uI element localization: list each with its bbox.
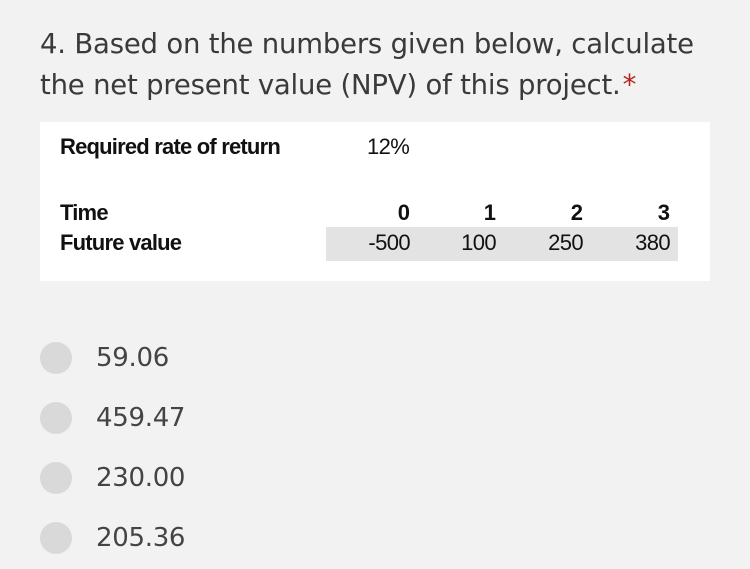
time-cell: 1 xyxy=(483,200,496,225)
answer-option[interactable]: 205.36 xyxy=(40,520,185,556)
future-value-cell: 380 xyxy=(635,230,671,255)
rate-label: Required rate of return xyxy=(60,134,281,159)
radio-button[interactable] xyxy=(40,522,72,554)
option-label[interactable]: 459.47 xyxy=(96,403,186,433)
rate-value: 12% xyxy=(367,134,410,159)
future-value-cell: -500 xyxy=(368,230,410,255)
answer-option[interactable]: 230.00 xyxy=(40,460,185,496)
radio-button[interactable] xyxy=(40,402,72,434)
answer-option[interactable]: 59.06 xyxy=(40,340,169,376)
option-label[interactable]: 59.06 xyxy=(96,343,169,373)
future-value-label: Future value xyxy=(60,230,182,255)
future-value-band xyxy=(326,227,678,261)
question-title: 4. Based on the numbers given below, cal… xyxy=(40,24,720,106)
time-cell: 3 xyxy=(657,200,670,225)
option-label[interactable]: 205.36 xyxy=(96,523,186,553)
future-value-cell: 100 xyxy=(461,230,497,255)
radio-button[interactable] xyxy=(40,462,72,494)
radio-button[interactable] xyxy=(40,342,72,374)
time-label: Time xyxy=(60,200,109,225)
npv-data-figure: Required rate of return 12% Time 0 1 2 3… xyxy=(40,122,710,281)
answer-option[interactable]: 459.47 xyxy=(40,400,185,436)
time-cell: 2 xyxy=(570,200,583,225)
future-value-cell: 250 xyxy=(548,230,584,255)
question-text: 4. Based on the numbers given below, cal… xyxy=(40,28,694,101)
option-label[interactable]: 230.00 xyxy=(96,463,186,493)
required-asterisk: * xyxy=(622,69,637,101)
time-cell: 0 xyxy=(397,200,410,225)
